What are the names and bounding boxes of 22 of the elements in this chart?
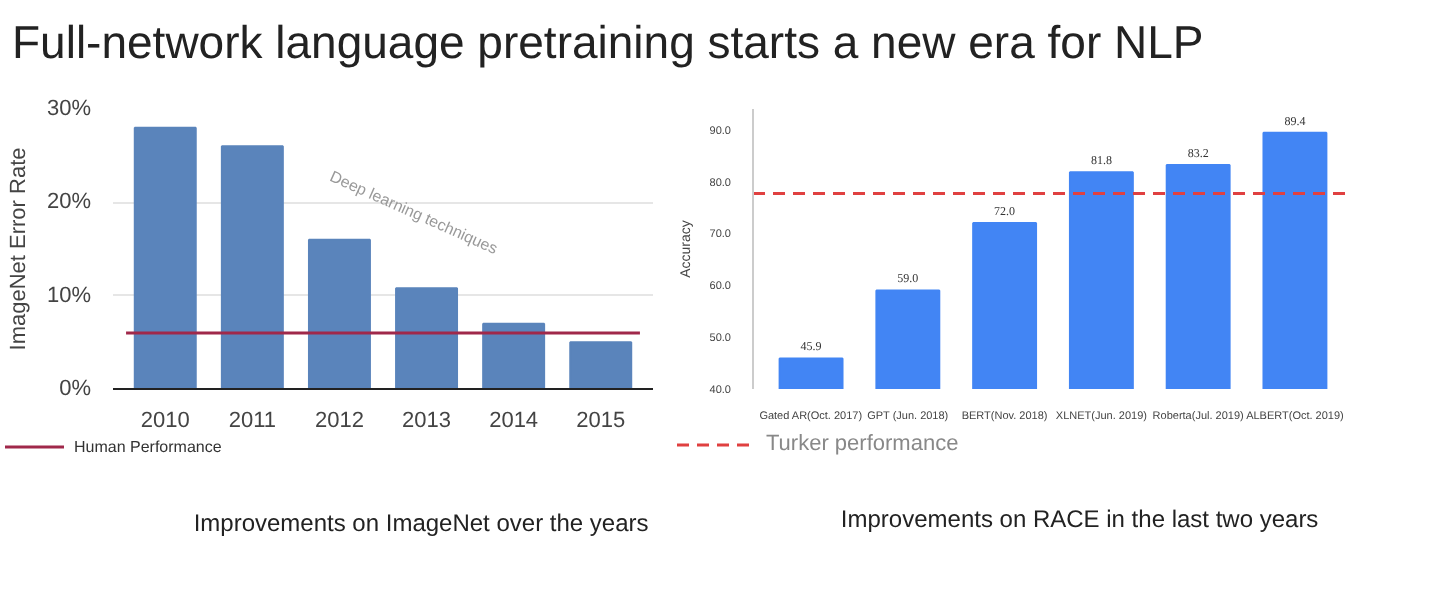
- text: Improvements on ImageNet over the years: [193, 509, 649, 537]
- chart-title: Full-network language pretraining starts a new era for NLP: [12, 14, 1204, 72]
- x-tick-label: 2012: [314, 409, 364, 433]
- bar: [307, 238, 371, 389]
- bar: [395, 287, 459, 389]
- y-tick-label: 30%: [46, 97, 92, 121]
- bar: [482, 322, 546, 389]
- legend-label: Human Performance: [74, 436, 222, 456]
- bar: [220, 145, 284, 389]
- x-tick-label: 2011: [228, 409, 277, 433]
- bar: [569, 341, 633, 389]
- y-tick-label: 10%: [46, 283, 92, 308]
- x-tick-label: 2010: [140, 409, 190, 433]
- x-tick-label: 2015: [576, 409, 626, 433]
- legend-label: Turker performance: [766, 432, 959, 456]
- text: Improvements on RACE in the last two years: [840, 505, 1319, 533]
- y-tick-label: 20%: [46, 190, 92, 215]
- y-tick-label: 0%: [59, 377, 92, 401]
- x-tick-label: 2013: [402, 409, 452, 433]
- y-axis-title: ImageNet Error Rate: [6, 147, 31, 351]
- x-tick-label: 2014: [489, 409, 539, 433]
- bar: [133, 126, 197, 389]
